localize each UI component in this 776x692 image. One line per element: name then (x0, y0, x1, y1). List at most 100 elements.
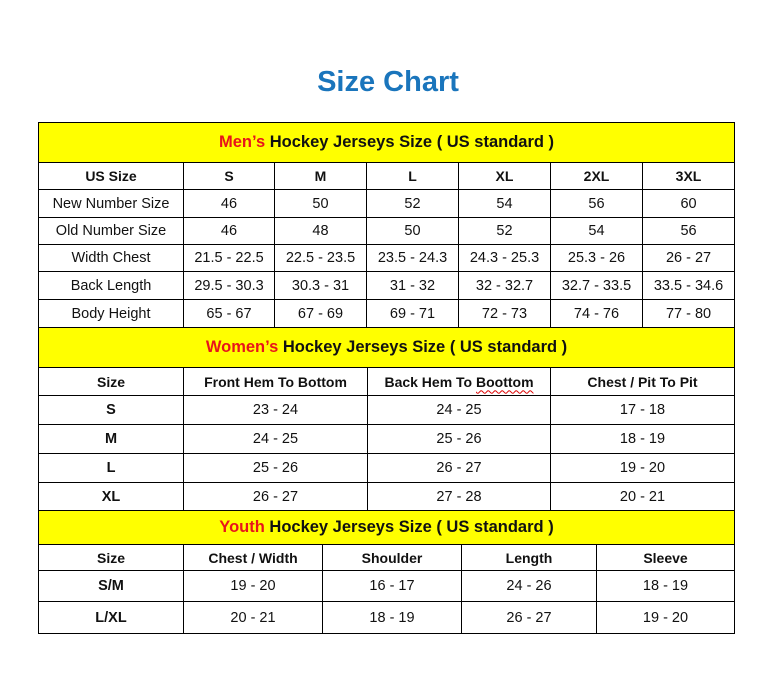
youth-size-table: Youth Hockey Jerseys Size ( US standard … (37, 510, 736, 634)
women-size-table: Women’s Hockey Jerseys Size ( US standar… (37, 327, 736, 511)
table-cell: 74 - 76 (550, 299, 643, 328)
table-cell: 22.5 - 23.5 (274, 244, 367, 272)
table-row: XL 26 - 27 27 - 28 20 - 21 (38, 482, 736, 511)
row-label: XL (38, 482, 184, 511)
table-cell: 52 (458, 217, 551, 245)
table-row: S 23 - 24 24 - 25 17 - 18 (38, 395, 736, 425)
men-header-row: US Size S M L XL 2XL 3XL (38, 162, 736, 190)
header-cell: 2XL (550, 162, 643, 190)
table-cell: 77 - 80 (641, 299, 736, 328)
table-cell: 20 - 21 (183, 601, 323, 634)
header-cell: Length (461, 544, 597, 571)
table-row: Width Chest 21.5 - 22.5 22.5 - 23.5 23.5 - … (38, 244, 736, 272)
table-cell: 56 (550, 189, 643, 218)
youth-banner: Youth Hockey Jerseys Size ( US standard … (37, 510, 736, 545)
women-header-row: Size Front Hem To Bottom Back Hem To Boo… (38, 367, 736, 396)
header-cell: Sleeve (595, 544, 736, 571)
table-cell: 50 (274, 189, 367, 218)
table-cell: 25.3 - 26 (550, 244, 643, 272)
table-row: New Number Size 46 50 52 54 56 60 (38, 189, 736, 218)
table-row: Old Number Size 46 48 50 52 54 56 (38, 217, 736, 245)
table-row: M 24 - 25 25 - 26 18 - 19 (38, 424, 736, 454)
table-cell: 32.7 - 33.5 (550, 271, 643, 300)
header-cell: Size (38, 544, 184, 571)
men-banner-highlight: Men’s (219, 133, 266, 151)
header-cell: US Size (38, 162, 184, 190)
table-cell: 24 - 25 (183, 424, 368, 454)
table-cell: 18 - 19 (595, 570, 736, 602)
header-cell: XL (458, 162, 551, 190)
table-cell: 26 - 27 (641, 244, 736, 272)
header-cell: Chest / Pit To Pit (549, 367, 736, 396)
row-label: L (38, 453, 184, 483)
table-cell: 24.3 - 25.3 (458, 244, 551, 272)
misspelled-word: Boottom (476, 373, 534, 390)
table-cell: 56 (641, 217, 736, 245)
header-cell: Front Hem To Bottom (183, 367, 368, 396)
table-row: Body Height 65 - 67 67 - 69 69 - 71 72 - 73 7… (38, 299, 736, 328)
row-label: Width Chest (38, 244, 184, 272)
table-row: S/M 19 - 20 16 - 17 24 - 26 18 - 19 (38, 570, 736, 602)
table-cell: 65 - 67 (183, 299, 275, 328)
table-cell: 25 - 26 (183, 453, 368, 483)
size-chart: Men’s Hockey Jerseys Size ( US standard … (37, 122, 736, 634)
table-cell: 50 (366, 217, 459, 245)
youth-header-row: Size Chest / Width Shoulder Length Sleeve (38, 544, 736, 571)
men-banner-text: Hockey Jerseys Size ( US standard ) (265, 133, 555, 151)
header-cell: L (366, 162, 459, 190)
row-label: S (38, 395, 184, 425)
header-cell: S (183, 162, 275, 190)
table-cell: 30.3 - 31 (274, 271, 367, 300)
table-cell: 24 - 25 (367, 395, 551, 425)
table-cell: 19 - 20 (549, 453, 736, 483)
table-cell: 67 - 69 (274, 299, 367, 328)
table-cell: 69 - 71 (366, 299, 459, 328)
men-size-table: Men’s Hockey Jerseys Size ( US standard … (37, 122, 736, 328)
table-cell: 26 - 27 (183, 482, 368, 511)
table-cell: 23 - 24 (183, 395, 368, 425)
table-cell: 31 - 32 (366, 271, 459, 300)
table-cell: 54 (550, 217, 643, 245)
header-cell-text: Back Hem To (384, 373, 476, 390)
table-cell: 46 (183, 217, 275, 245)
header-cell: Back Hem To Boottom (367, 367, 551, 396)
row-label: Body Height (38, 299, 184, 328)
table-cell: 16 - 17 (322, 570, 462, 602)
youth-banner-highlight: Youth (219, 518, 265, 536)
youth-banner-text: Hockey Jerseys Size ( US standard ) (264, 518, 554, 536)
table-cell: 48 (274, 217, 367, 245)
table-cell: 32 - 32.7 (458, 271, 551, 300)
men-banner: Men’s Hockey Jerseys Size ( US standard … (37, 122, 736, 163)
table-cell: 17 - 18 (549, 395, 736, 425)
table-cell: 27 - 28 (367, 482, 551, 511)
row-label: M (38, 424, 184, 454)
table-row: Back Length 29.5 - 30.3 30.3 - 31 31 - 32 32… (38, 271, 736, 300)
table-cell: 54 (458, 189, 551, 218)
table-cell: 20 - 21 (549, 482, 736, 511)
page-title: Size Chart (317, 66, 459, 98)
table-cell: 19 - 20 (183, 570, 323, 602)
women-banner-text: Hockey Jerseys Size ( US standard ) (278, 338, 568, 356)
table-cell: 18 - 19 (549, 424, 736, 454)
table-cell: 52 (366, 189, 459, 218)
header-cell: Size (38, 367, 184, 396)
header-cell: 3XL (641, 162, 736, 190)
table-cell: 60 (641, 189, 736, 218)
row-label: New Number Size (38, 189, 184, 218)
table-cell: 26 - 27 (367, 453, 551, 483)
table-cell: 24 - 26 (461, 570, 597, 602)
table-cell: 25 - 26 (367, 424, 551, 454)
table-row: L 25 - 26 26 - 27 19 - 20 (38, 453, 736, 483)
table-cell: 26 - 27 (461, 601, 597, 634)
table-cell: 33.5 - 34.6 (641, 271, 736, 300)
women-banner-highlight: Women’s (205, 338, 279, 356)
table-cell: 19 - 20 (595, 601, 736, 634)
row-label: Back Length (38, 271, 184, 300)
table-cell: 72 - 73 (458, 299, 551, 328)
row-label: Old Number Size (38, 217, 184, 245)
header-cell: Shoulder (322, 544, 462, 571)
table-cell: 18 - 19 (322, 601, 462, 634)
women-banner: Women’s Hockey Jerseys Size ( US standar… (37, 327, 736, 368)
row-label: S/M (38, 570, 184, 602)
table-cell: 46 (183, 189, 275, 218)
